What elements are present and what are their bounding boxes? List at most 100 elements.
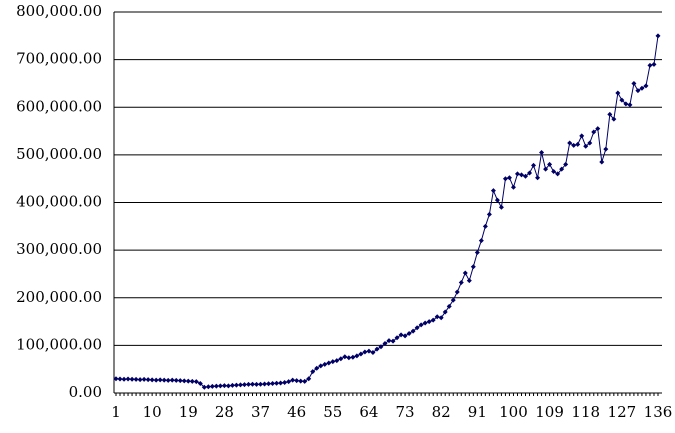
marker xyxy=(169,377,175,383)
marker xyxy=(446,303,452,309)
marker xyxy=(655,33,661,39)
x-tick-label: 19 xyxy=(179,403,198,421)
marker xyxy=(635,88,641,94)
marker xyxy=(430,317,436,323)
x-tick-label: 91 xyxy=(468,403,487,421)
marker xyxy=(418,322,424,328)
marker xyxy=(579,133,585,139)
x-tick-label: 1 xyxy=(111,403,121,421)
y-tick-label: 800,000.00 xyxy=(16,2,102,20)
marker xyxy=(366,348,372,354)
marker xyxy=(177,378,183,384)
marker xyxy=(358,351,364,357)
y-tick-label: 300,000.00 xyxy=(16,240,102,258)
marker xyxy=(378,344,384,350)
marker xyxy=(370,350,376,356)
marker xyxy=(643,83,649,89)
marker xyxy=(141,376,147,382)
marker xyxy=(406,330,412,336)
line xyxy=(115,35,659,388)
marker xyxy=(334,358,340,364)
marker xyxy=(181,378,187,384)
y-tick-label: 600,000.00 xyxy=(16,97,102,115)
x-tick-label: 73 xyxy=(396,403,415,421)
x-tick-label: 46 xyxy=(287,403,306,421)
marker xyxy=(350,354,356,360)
marker xyxy=(254,381,260,387)
marker xyxy=(647,62,653,68)
marker xyxy=(386,338,392,344)
marker xyxy=(486,211,492,217)
marker xyxy=(434,314,440,320)
marker xyxy=(153,377,159,383)
marker xyxy=(611,116,617,122)
marker xyxy=(189,378,195,384)
marker xyxy=(518,172,524,178)
marker xyxy=(213,383,219,389)
marker xyxy=(354,353,360,359)
marker xyxy=(137,377,143,383)
marker xyxy=(205,384,211,390)
marker xyxy=(322,361,328,367)
marker xyxy=(274,380,280,386)
marker xyxy=(426,319,432,325)
marker xyxy=(294,378,300,384)
marker xyxy=(575,141,581,147)
marker xyxy=(129,376,135,382)
marker xyxy=(402,333,408,339)
marker xyxy=(470,264,476,270)
marker xyxy=(250,381,256,387)
marker xyxy=(145,377,151,383)
marker xyxy=(314,365,320,371)
marker xyxy=(346,355,352,361)
marker xyxy=(133,376,139,382)
marker xyxy=(258,381,264,387)
marker xyxy=(173,377,179,383)
marker xyxy=(466,278,472,284)
marker xyxy=(498,204,504,210)
marker xyxy=(583,143,589,149)
marker xyxy=(494,197,500,203)
marker xyxy=(233,382,239,388)
marker xyxy=(117,376,123,382)
marker xyxy=(298,378,304,384)
y-tick-label: 100,000.00 xyxy=(16,335,102,353)
marker xyxy=(478,238,484,244)
y-tick-label: 400,000.00 xyxy=(16,193,102,211)
marker xyxy=(442,309,448,315)
marker xyxy=(262,381,268,387)
marker xyxy=(161,377,167,383)
marker xyxy=(551,169,557,175)
marker xyxy=(330,359,336,365)
x-tick-label: 55 xyxy=(323,403,342,421)
marker xyxy=(627,102,633,108)
marker xyxy=(539,149,545,155)
marker xyxy=(523,173,529,179)
marker xyxy=(241,382,247,388)
marker xyxy=(398,332,404,338)
marker xyxy=(394,335,400,341)
marker xyxy=(374,346,380,352)
marker xyxy=(639,85,645,91)
marker xyxy=(414,325,420,331)
x-tick-label: 64 xyxy=(359,403,378,421)
x-tick-label: 82 xyxy=(432,403,451,421)
marker xyxy=(450,297,456,303)
marker xyxy=(474,250,480,256)
marker xyxy=(603,146,609,152)
marker xyxy=(245,381,251,387)
marker xyxy=(306,376,312,382)
y-tick-label: 700,000.00 xyxy=(16,50,102,68)
marker xyxy=(270,380,276,386)
x-tick-label: 28 xyxy=(215,403,234,421)
marker xyxy=(555,171,561,177)
marker xyxy=(559,166,565,172)
marker xyxy=(587,140,593,146)
marker xyxy=(338,356,344,362)
x-tick-label: 109 xyxy=(535,403,564,421)
marker xyxy=(225,383,231,389)
marker xyxy=(197,380,203,386)
marker xyxy=(201,384,207,390)
